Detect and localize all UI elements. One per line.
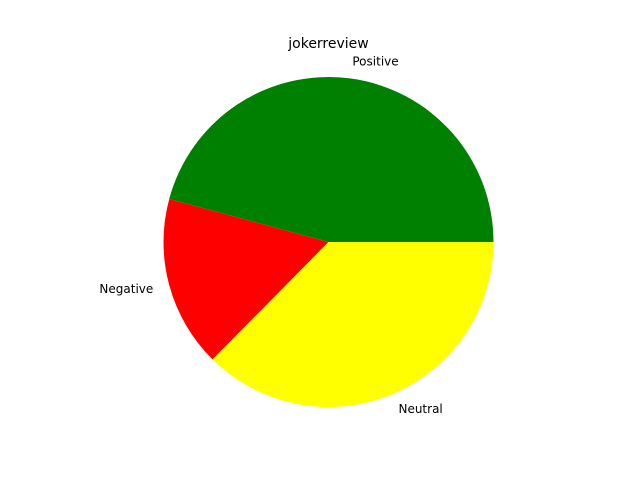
pie-label-positive: Positive [352,55,398,69]
pie-slices [163,77,494,407]
pie-slice-positive [169,77,494,243]
pie-labels: Positive Negative Neutral [99,55,442,416]
pie-label-neutral: Neutral [398,402,442,416]
chart-title: jokerreview [287,36,369,52]
pie-slice-neutral [212,242,494,407]
pie-slice-negative [163,198,329,360]
pie-label-negative: Negative [99,282,153,296]
